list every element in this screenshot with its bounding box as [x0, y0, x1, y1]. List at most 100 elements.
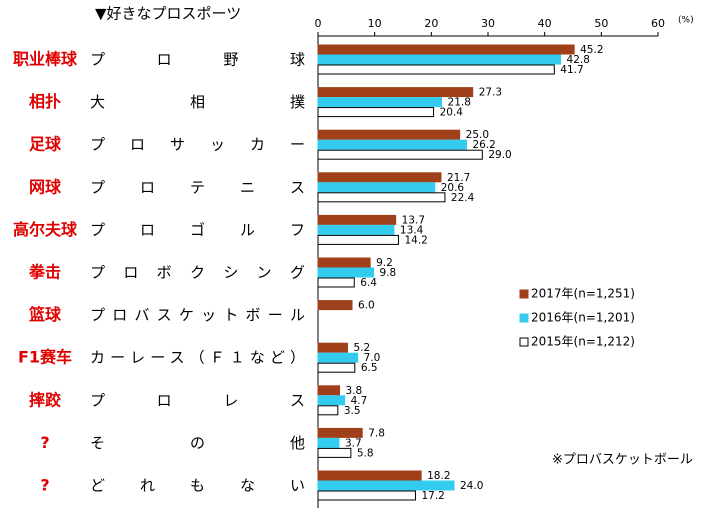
value-label: 29.0	[488, 149, 511, 161]
value-label: 17.2	[421, 490, 444, 502]
value-label: 9.2	[376, 257, 393, 269]
bar	[317, 447, 352, 458]
x-tick-label: 60	[651, 17, 665, 30]
bar	[317, 224, 395, 235]
category-label: プロテニス	[90, 178, 305, 196]
value-label: 41.7	[560, 64, 583, 76]
legend-label: 2017年(n=1,251)	[531, 287, 635, 301]
bar	[317, 257, 371, 268]
category-label: プロバスケットボール	[90, 306, 305, 324]
bar	[317, 267, 375, 278]
value-label: 45.2	[580, 44, 603, 56]
annotation: 相扑	[29, 92, 61, 111]
bar	[317, 277, 355, 288]
annotation: ?	[40, 433, 49, 452]
bar	[317, 385, 341, 396]
category-label: その他	[90, 434, 305, 452]
x-tick-label: 30	[481, 17, 495, 30]
x-tick-label: 40	[538, 17, 552, 30]
bar	[317, 54, 562, 65]
category-label: 大相撲	[90, 93, 305, 111]
value-label: 6.4	[360, 277, 377, 289]
value-label: 5.8	[357, 447, 374, 459]
bar	[317, 480, 455, 491]
bar	[317, 192, 446, 203]
annotation: 摔跤	[29, 390, 61, 409]
annotation: 网球	[29, 177, 62, 196]
x-tick-label: 50	[594, 17, 608, 30]
category-label: プロゴルフ	[90, 221, 305, 239]
value-label: 21.8	[448, 97, 471, 109]
chart-title: ▼好きなプロスポーツ	[95, 5, 241, 23]
bar	[317, 107, 435, 118]
bar	[317, 405, 339, 416]
value-label: 27.3	[479, 87, 502, 99]
annotation: 高尔夫球	[13, 220, 78, 239]
value-label: 13.4	[400, 224, 424, 236]
annotation: F1赛车	[18, 348, 72, 367]
annotation: 篮球	[28, 305, 62, 324]
value-label: 25.0	[466, 129, 489, 141]
category-label: プロボクシング	[90, 264, 305, 282]
value-label: 20.4	[440, 107, 464, 119]
bar	[317, 44, 575, 55]
bar	[317, 149, 483, 160]
value-label: 4.7	[351, 395, 368, 407]
bar	[317, 352, 359, 363]
value-label: 24.0	[460, 480, 483, 492]
bar	[317, 97, 443, 108]
bar	[317, 300, 353, 311]
bar	[317, 437, 340, 448]
value-label: 21.7	[447, 172, 470, 184]
category-label: どれもない	[90, 477, 305, 495]
x-tick-label: 10	[368, 17, 382, 30]
bar	[317, 139, 467, 150]
value-label: 20.6	[441, 182, 465, 194]
value-label: 14.2	[404, 234, 427, 246]
category-label: プロサッカー	[90, 136, 305, 154]
category-label: カーレース（Ｆ１など）	[90, 349, 305, 367]
category-label: プロレス	[90, 391, 305, 409]
x-tick-label: 20	[424, 17, 438, 30]
legend-swatch	[519, 289, 529, 299]
bar	[317, 182, 436, 193]
value-label: 3.5	[344, 405, 361, 417]
value-label: 7.8	[368, 427, 385, 439]
bar	[317, 172, 442, 183]
value-label: 13.7	[402, 214, 425, 226]
x-tick-label: 0	[315, 17, 322, 30]
value-label: 42.8	[567, 54, 590, 66]
value-label: 22.4	[451, 192, 475, 204]
value-label: 3.7	[345, 437, 362, 449]
value-label: 6.0	[358, 300, 375, 312]
value-label: 9.8	[380, 267, 397, 279]
bar	[317, 395, 346, 406]
unit-label: (%)	[678, 16, 694, 26]
legend-label: 2015年(n=1,212)	[531, 335, 635, 349]
annotation: ?	[40, 476, 49, 495]
value-label: 18.2	[427, 470, 450, 482]
bar	[317, 342, 348, 353]
value-label: 3.8	[346, 385, 363, 397]
note: ※プロバスケットボール	[552, 453, 693, 468]
legend-label: 2016年(n=1,201)	[531, 311, 635, 325]
annotation: 足球	[29, 135, 62, 154]
bar	[317, 234, 399, 245]
annotation: 拳击	[28, 263, 61, 282]
bar	[317, 129, 461, 140]
category-label: プロ野球	[90, 51, 305, 69]
bar	[317, 470, 422, 481]
value-label: 5.2	[353, 342, 370, 354]
bar	[317, 427, 363, 438]
bar	[317, 362, 356, 373]
bar	[317, 64, 555, 75]
value-label: 26.2	[472, 139, 495, 151]
value-label: 6.5	[361, 362, 378, 374]
value-label: 7.0	[364, 352, 381, 364]
legend-swatch	[519, 337, 529, 347]
bar	[317, 490, 416, 501]
bar	[317, 214, 397, 225]
legend-swatch	[519, 313, 529, 323]
annotation: 职业棒球	[13, 50, 78, 69]
